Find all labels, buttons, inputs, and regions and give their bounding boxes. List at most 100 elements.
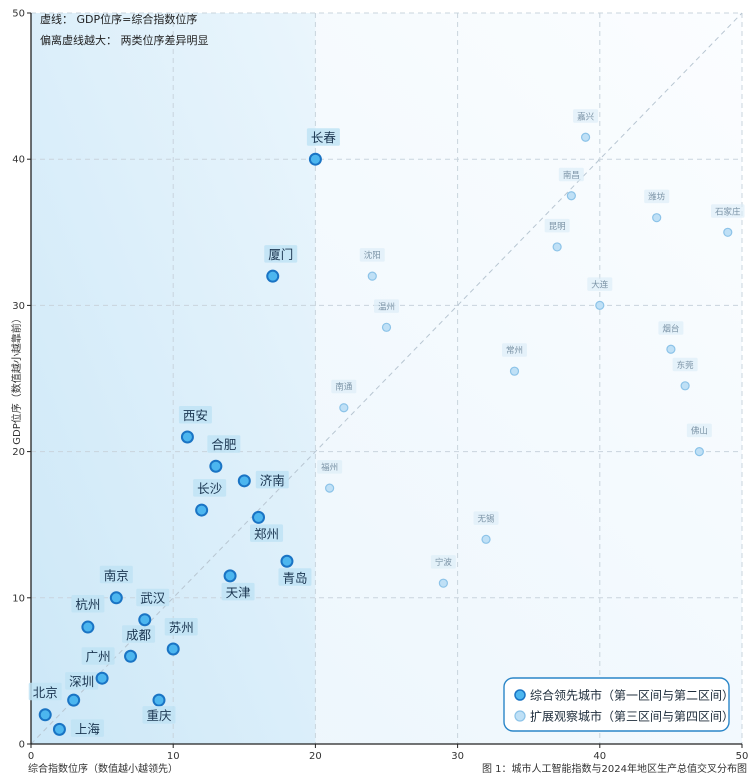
- y-tick-label: 30: [12, 301, 25, 312]
- point-label-bg: [65, 672, 99, 690]
- point-label-bg: [250, 524, 284, 542]
- lead-city-point: [252, 510, 266, 524]
- point-label: 上海: [75, 721, 101, 736]
- point-label: 佛山: [691, 426, 708, 437]
- point-label-bg: [264, 245, 298, 263]
- point-label: 西安: [183, 408, 208, 423]
- point-label: 常州: [506, 345, 523, 356]
- ext-city-point: [509, 366, 520, 376]
- ext-city-point: [552, 242, 562, 252]
- lead-city-point: [52, 722, 66, 736]
- point-label: 合肥: [211, 437, 237, 452]
- point-label: 重庆: [146, 708, 172, 723]
- point-label: 深圳: [69, 674, 94, 689]
- point-label: 郑州: [254, 526, 279, 541]
- x-tick-label: 0: [28, 751, 34, 762]
- lead-city-point: [195, 503, 209, 517]
- point-label: 东莞: [677, 360, 695, 371]
- y-tick-label: 20: [12, 447, 25, 458]
- point-label: 南通: [335, 382, 353, 393]
- ext-city-point: [694, 447, 704, 457]
- point-label-bg: [430, 555, 456, 569]
- point-label: 沈阳: [364, 250, 381, 261]
- point-label-bg: [359, 248, 385, 262]
- point-label: 武汉: [140, 591, 166, 606]
- point-label-bg: [374, 299, 399, 313]
- point-label: 青岛: [282, 570, 307, 585]
- legend-box: [503, 677, 730, 732]
- legend-ext-marker: [514, 710, 526, 722]
- lead-city-point: [180, 430, 194, 444]
- ext-city-point: [595, 300, 605, 310]
- point-label-bg: [28, 682, 62, 701]
- point-label-bg: [587, 277, 613, 291]
- point-label: 杭州: [75, 597, 100, 612]
- point-label-bg: [573, 109, 599, 123]
- point-label-bg: [278, 568, 312, 586]
- lead-city-point: [266, 269, 280, 283]
- ext-city-point: [666, 344, 676, 354]
- point-label-bg: [306, 128, 340, 146]
- point-label: 长春: [311, 130, 337, 145]
- ext-city-point: [339, 403, 349, 413]
- lead-city-point: [124, 649, 138, 663]
- lead-city-point: [223, 569, 237, 583]
- point-label-bg: [658, 321, 684, 335]
- x-tick-label: 40: [593, 751, 606, 762]
- lead-city-point: [38, 708, 52, 722]
- lead-city-point: [237, 474, 251, 488]
- point-label-bg: [331, 379, 357, 394]
- note-line-1: 虚线： GDP位序=综合指数位序: [40, 12, 197, 26]
- x-tick-label: 50: [736, 751, 749, 762]
- x-tick-label: 20: [309, 751, 322, 762]
- ext-city-point: [566, 191, 576, 201]
- ext-city-point: [723, 227, 733, 237]
- y-tick-label: 50: [12, 9, 25, 20]
- point-label: 苏州: [169, 620, 194, 635]
- lead-city-point: [280, 554, 294, 568]
- point-label-bg: [473, 511, 499, 525]
- point-label-bg: [317, 460, 343, 474]
- point-label-bg: [71, 595, 105, 613]
- point-label: 嘉兴: [577, 111, 595, 122]
- point-label-bg: [711, 204, 745, 218]
- point-label: 烟台: [662, 323, 679, 334]
- y-tick-label: 10: [12, 593, 25, 604]
- point-label: 宁波: [435, 557, 453, 568]
- point-label: 南昌: [563, 170, 580, 181]
- lead-city-point: [109, 591, 123, 605]
- point-label: 潍坊: [648, 192, 666, 203]
- ext-city-point: [325, 483, 335, 493]
- point-label-bg: [164, 617, 198, 636]
- point-label-bg: [207, 435, 241, 453]
- point-label: 成都: [126, 627, 152, 642]
- point-label-bg: [544, 218, 570, 233]
- lead-city-point: [209, 459, 223, 473]
- lead-city-point: [152, 693, 166, 707]
- point-label-bg: [142, 706, 176, 724]
- lead-city-point: [81, 620, 95, 634]
- point-label-bg: [178, 405, 212, 424]
- point-label-bg: [70, 719, 104, 737]
- note-line-2: 偏离虚线越大： 两类位序差异明显: [40, 33, 209, 47]
- point-label: 昆明: [549, 222, 566, 232]
- ext-city-point: [481, 534, 491, 544]
- legend-lead-label: 综合领先城市（第一区间与第二区间）: [530, 688, 734, 703]
- point-label: 厦门: [268, 247, 293, 262]
- point-label-bg: [686, 423, 712, 438]
- diagonal-reference-line: [30, 12, 743, 745]
- axes: 0 10 20 30 40 50 0 10 20 30 40 50: [12, 9, 748, 763]
- point-label: 无锡: [478, 514, 496, 524]
- point-label: 温州: [378, 301, 395, 312]
- lead-city-point: [166, 642, 180, 656]
- lead-city-point: [67, 693, 81, 707]
- x-tick-label: 10: [167, 751, 180, 762]
- point-label-bg: [501, 343, 527, 357]
- point-label-bg: [558, 167, 584, 182]
- point-label: 大连: [591, 279, 609, 290]
- ext-city-point: [580, 132, 591, 142]
- point-label-bg: [255, 470, 289, 489]
